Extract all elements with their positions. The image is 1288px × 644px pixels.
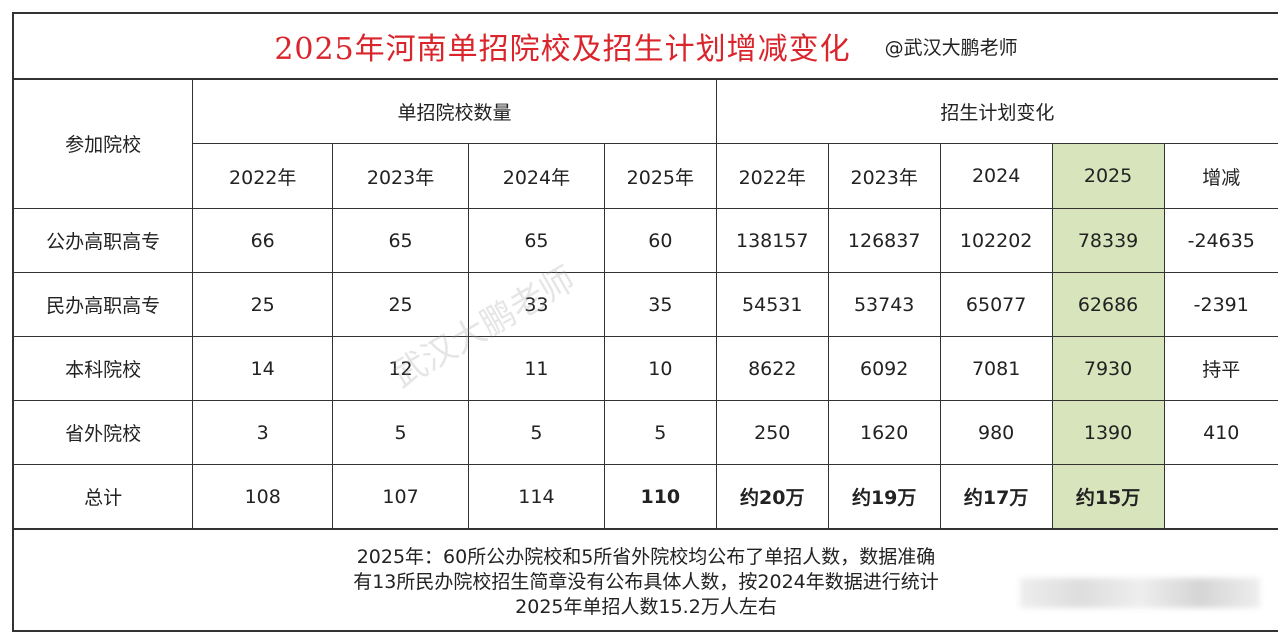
table-cell: 约19万 [827,464,941,530]
footer-line: 有13所民办院校招生简章没有公布具体人数，按2024年数据进行统计 [353,570,939,593]
table-cell: 7930 [1051,336,1165,401]
table-cell: 1620 [827,400,941,465]
table-cell: 33 [468,272,605,337]
table-cell: 12 [332,336,469,401]
table-cell [1163,464,1278,530]
table-cell: 25 [192,272,334,337]
data-table: 参加院校 单招院校数量 招生计划变化 2022年 2023年 2024年 2025年 2… [14,78,1278,530]
table-cell: 107 [332,464,469,530]
row-label: 民办高职高专 [14,272,194,337]
table-cell: 10 [603,336,717,401]
page-title: 2025年河南单招院校及招生计划增减变化 [274,32,851,67]
table-cell: -2391 [1163,272,1278,337]
table-cell: 65077 [939,272,1053,337]
table-row: 公办高职高专 66 65 65 60 138157 126837 102202 78339 -24… [14,208,1278,273]
table-frame: 2025年河南单招院校及招生计划增减变化 @武汉大鹏老师 参加院校 单招院校数量… [12,12,1278,632]
column-header: 2022年 [715,143,829,209]
table-cell: 11 [468,336,605,401]
table-cell: 114 [468,464,605,530]
table-cell: 5 [332,400,469,465]
table-cell: 78339 [1051,208,1165,273]
table-cell: 1390 [1051,400,1165,465]
column-header: 2024 [939,143,1053,209]
row-label: 本科院校 [14,336,194,401]
row-label-header: 参加院校 [14,78,194,209]
table-cell: 108 [192,464,334,530]
table-cell: 250 [715,400,829,465]
column-header: 2023年 [332,143,469,209]
table-cell: 126837 [827,208,941,273]
table-cell: 5 [468,400,605,465]
column-header: 增减 [1163,143,1278,209]
table-cell: 65 [332,208,469,273]
table-cell: 65 [468,208,605,273]
row-label: 总计 [14,464,194,530]
group-header-plan: 招生计划变化 [715,78,1278,144]
table-cell: 138157 [715,208,829,273]
table-cell: 102202 [939,208,1053,273]
footer-notes: 2025年：60所公办院校和5所省外院校均公布了单招人数，数据准确 有13所民办… [14,532,1278,632]
table-cell: 54531 [715,272,829,337]
footer-line: 2025年：60所公办院校和5所省外院校均公布了单招人数，数据准确 [356,545,936,568]
table-cell: 3 [192,400,334,465]
table-cell: 980 [939,400,1053,465]
column-header: 2023年 [827,143,941,209]
table-cell: 25 [332,272,469,337]
table-cell: 约17万 [939,464,1053,530]
table-cell: 35 [603,272,717,337]
table-cell: 约20万 [715,464,829,530]
group-header-schools: 单招院校数量 [192,78,717,144]
table-cell: 6092 [827,336,941,401]
table-cell: 7081 [939,336,1053,401]
column-header: 2025 [1051,143,1165,209]
table-row: 民办高职高专 25 25 33 35 54531 53743 65077 62686 -2391 [14,272,1278,337]
footer-line: 2025年单招人数15.2万人左右 [515,595,777,618]
table-cell: 60 [603,208,717,273]
table-cell: 5 [603,400,717,465]
table-row: 本科院校 14 12 11 10 8622 6092 7081 7930 持平 [14,336,1278,401]
row-label: 公办高职高专 [14,208,194,273]
author-tag: @武汉大鹏老师 [884,36,1018,59]
row-label: 省外院校 [14,400,194,465]
table-cell: 持平 [1163,336,1278,401]
column-header: 2025年 [603,143,717,209]
title-row: 2025年河南单招院校及招生计划增减变化 @武汉大鹏老师 [14,14,1278,80]
table-cell: 110 [603,464,717,530]
table-cell: 66 [192,208,334,273]
column-header: 2022年 [192,143,334,209]
column-header: 2024年 [468,143,605,209]
blurred-logo [1020,578,1260,608]
table-row: 省外院校 3 5 5 5 250 1620 980 1390 410 [14,400,1278,465]
table-cell: 62686 [1051,272,1165,337]
table-cell: 约15万 [1051,464,1165,530]
table-cell: 8622 [715,336,829,401]
table-cell: 53743 [827,272,941,337]
table-cell: 410 [1163,400,1278,465]
table-cell: -24635 [1163,208,1278,273]
table-cell: 14 [192,336,334,401]
table-row: 总计 108 107 114 110 约20万 约19万 约17万 约15万 [14,464,1278,530]
